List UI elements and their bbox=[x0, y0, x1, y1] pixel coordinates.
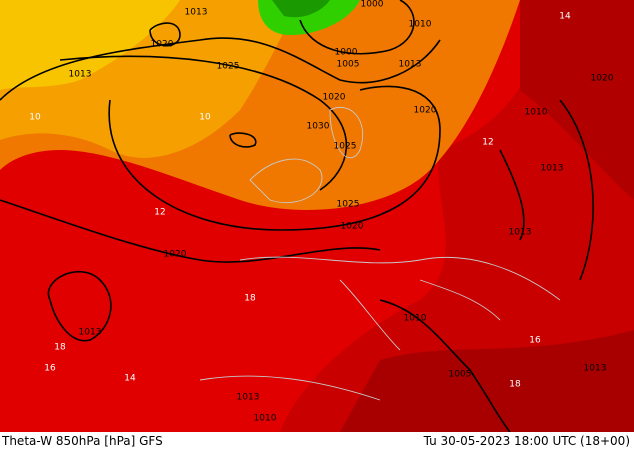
field-yellow bbox=[0, 0, 180, 90]
footer-left: Theta-W 850hPa [hPa] GFS bbox=[2, 434, 163, 448]
isobar-label: 1020 bbox=[414, 106, 437, 116]
isobar-label: 1025 bbox=[217, 62, 240, 72]
isobar-label: 1025 bbox=[337, 200, 360, 210]
isobar-label: 1013 bbox=[185, 8, 208, 18]
isobar-label: 1000 bbox=[335, 48, 358, 58]
theta-label: 18 bbox=[244, 294, 256, 304]
isobar-label: 1005 bbox=[337, 60, 360, 70]
theta-label: 10 bbox=[199, 113, 211, 123]
isobar-label: 1010 bbox=[254, 414, 277, 424]
theta-label: 14 bbox=[559, 12, 571, 22]
isobar-label: 1020 bbox=[323, 93, 346, 103]
isobar-label: 1013 bbox=[399, 60, 422, 70]
theta-label: 16 bbox=[44, 364, 56, 374]
isobar-label: 1025 bbox=[334, 142, 357, 152]
isobar-label: 1000 bbox=[361, 0, 384, 10]
isobar-label: 1030 bbox=[307, 122, 330, 132]
theta-label: 16 bbox=[529, 336, 541, 346]
isobar-label: 1013 bbox=[237, 393, 260, 403]
isobar-label: 1020 bbox=[164, 250, 187, 260]
isobar-label: 1020 bbox=[591, 74, 614, 84]
isobar-label: 1010 bbox=[409, 20, 432, 30]
field-darkred2 bbox=[520, 0, 634, 200]
footer: Theta-W 850hPa [hPa] GFS Tu 30-05-2023 1… bbox=[0, 432, 634, 450]
isobar-label: 1010 bbox=[525, 108, 548, 118]
theta-label: 18 bbox=[509, 380, 521, 390]
field-darkgreen bbox=[272, 0, 330, 18]
isobar-label: 1013 bbox=[69, 70, 92, 80]
coastlines bbox=[199, 106, 561, 401]
isobar-label: 1013 bbox=[541, 164, 564, 174]
theta-label: 10 bbox=[29, 113, 41, 123]
isobar-label: 1020 bbox=[341, 222, 364, 232]
theta-label: 18 bbox=[54, 343, 66, 353]
footer-right: Tu 30-05-2023 18:00 UTC (18+00) bbox=[423, 434, 630, 448]
theta-label: 14 bbox=[124, 374, 136, 384]
isobar-label: 1013 bbox=[584, 364, 607, 374]
theta-label: 12 bbox=[482, 138, 493, 148]
isobar-label: 1013 bbox=[509, 228, 532, 238]
isobars bbox=[0, 0, 594, 433]
field-darkred3 bbox=[340, 330, 634, 432]
isobar-label: 1005 bbox=[449, 370, 472, 380]
isobar-label: 1020 bbox=[151, 40, 174, 50]
theta-label: 12 bbox=[154, 208, 165, 218]
isobar-label: 1010 bbox=[404, 314, 427, 324]
isobar-label: 1013 bbox=[79, 328, 102, 338]
